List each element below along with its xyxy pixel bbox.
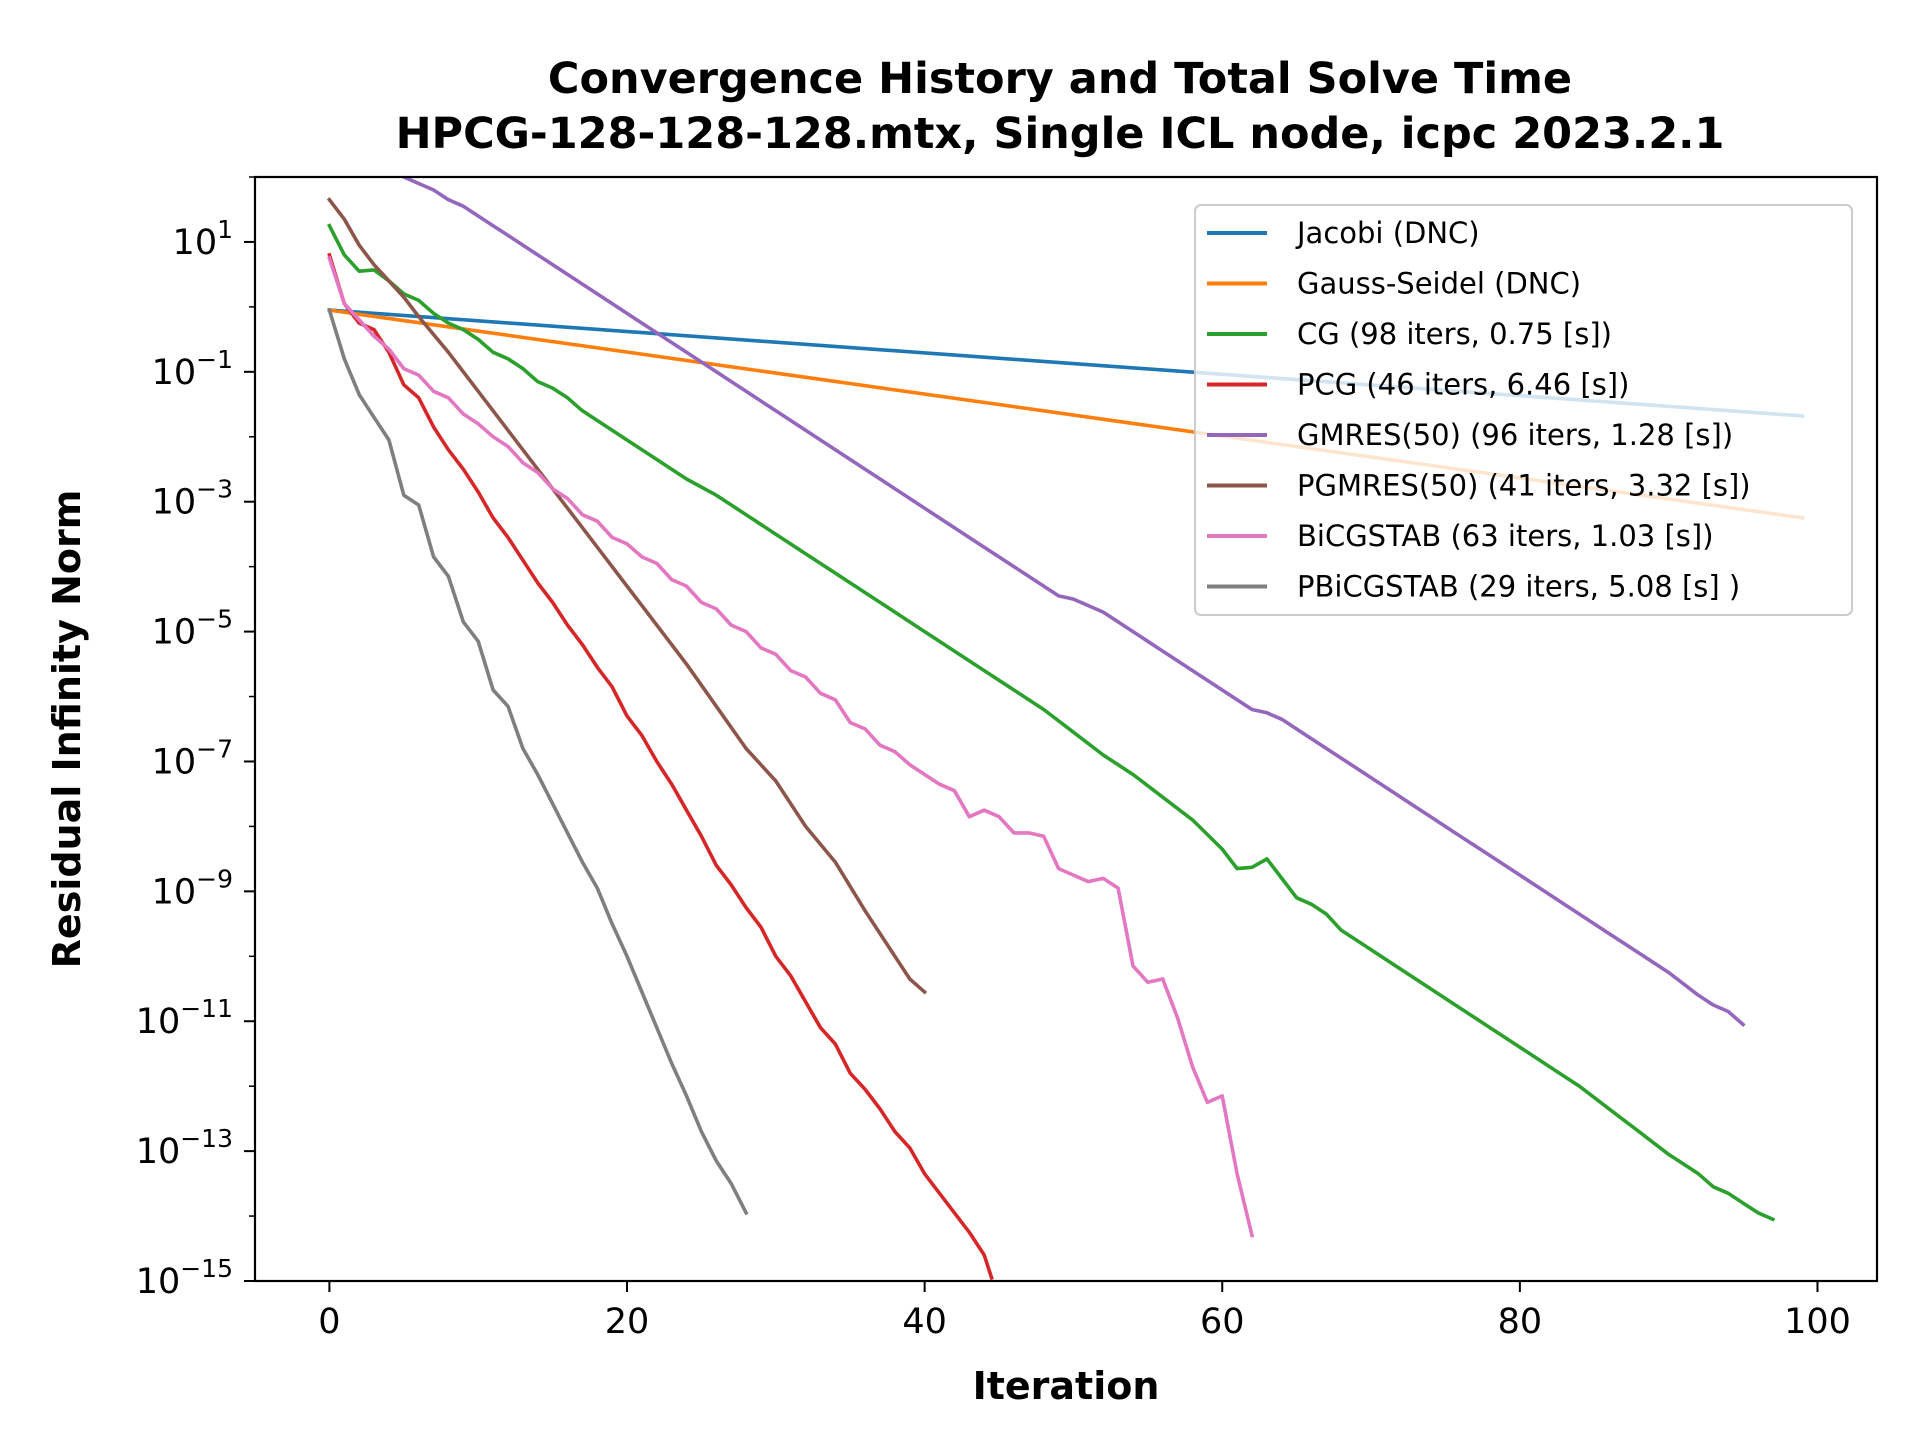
y-tick-label: 10−11 bbox=[136, 994, 233, 1042]
series-line-6 bbox=[326, 197, 928, 995]
x-tick-label: 100 bbox=[1784, 1302, 1851, 1342]
y-axis-ticks: 101 10−1 10−3 10−5 10−7 10−9 10−11 10−13 10−15 bbox=[136, 176, 255, 1302]
legend-entry: PCG (46 iters, 6.46 [s]) bbox=[1297, 368, 1629, 402]
series-line-8 bbox=[327, 307, 749, 1216]
legend: Jacobi (DNC) Gauss-Seidel (DNC) CG (98 ite… bbox=[1194, 204, 1853, 616]
y-axis-label: Residual Infinity Norm bbox=[45, 490, 89, 969]
x-axis-label: Iteration bbox=[973, 1364, 1160, 1408]
series-line-3 bbox=[326, 223, 1776, 1222]
y-tick-label: 10−13 bbox=[136, 1124, 233, 1172]
plot-lines bbox=[326, 177, 1805, 1281]
y-tick-label: 10−7 bbox=[152, 734, 233, 782]
legend-entry: BiCGSTAB (63 iters, 1.03 [s]) bbox=[1297, 519, 1714, 553]
y-tick-label: 10−1 bbox=[152, 345, 233, 393]
y-tick-label: 101 bbox=[173, 215, 233, 263]
y-tick-label: 10−9 bbox=[152, 864, 233, 912]
legend-box bbox=[1194, 204, 1853, 616]
y-tick-label: 10−3 bbox=[152, 475, 233, 523]
legend-entry: Gauss-Seidel (DNC) bbox=[1297, 267, 1581, 301]
y-tick-label: 10−5 bbox=[152, 605, 233, 653]
x-tick-label: 20 bbox=[605, 1302, 650, 1342]
series-line-5 bbox=[401, 177, 1746, 1028]
series-line-7 bbox=[327, 255, 1255, 1238]
x-axis-ticks: 0 20 40 60 80 100 bbox=[318, 1281, 1851, 1342]
legend-entry: Jacobi (DNC) bbox=[1295, 216, 1480, 250]
series-line-4 bbox=[327, 252, 994, 1281]
x-tick-label: 80 bbox=[1498, 1302, 1543, 1342]
x-tick-label: 0 bbox=[318, 1302, 340, 1342]
x-tick-label: 40 bbox=[902, 1302, 947, 1342]
chart-subtitle: HPCG-128-128-128.mtx, Single ICL node, i… bbox=[396, 109, 1725, 159]
legend-entry: GMRES(50) (96 iters, 1.28 [s]) bbox=[1297, 418, 1733, 452]
plot-frame bbox=[253, 175, 1879, 1283]
chart-title: Convergence History and Total Solve Time bbox=[548, 54, 1572, 104]
y-tick-label: 10−15 bbox=[136, 1254, 233, 1302]
legend-entry: PGMRES(50) (41 iters, 3.32 [s]) bbox=[1297, 469, 1751, 503]
legend-entry: PBiCGSTAB (29 iters, 5.08 [s] ) bbox=[1297, 570, 1740, 604]
x-tick-label: 60 bbox=[1200, 1302, 1245, 1342]
legend-entry: CG (98 iters, 0.75 [s]) bbox=[1297, 317, 1612, 351]
